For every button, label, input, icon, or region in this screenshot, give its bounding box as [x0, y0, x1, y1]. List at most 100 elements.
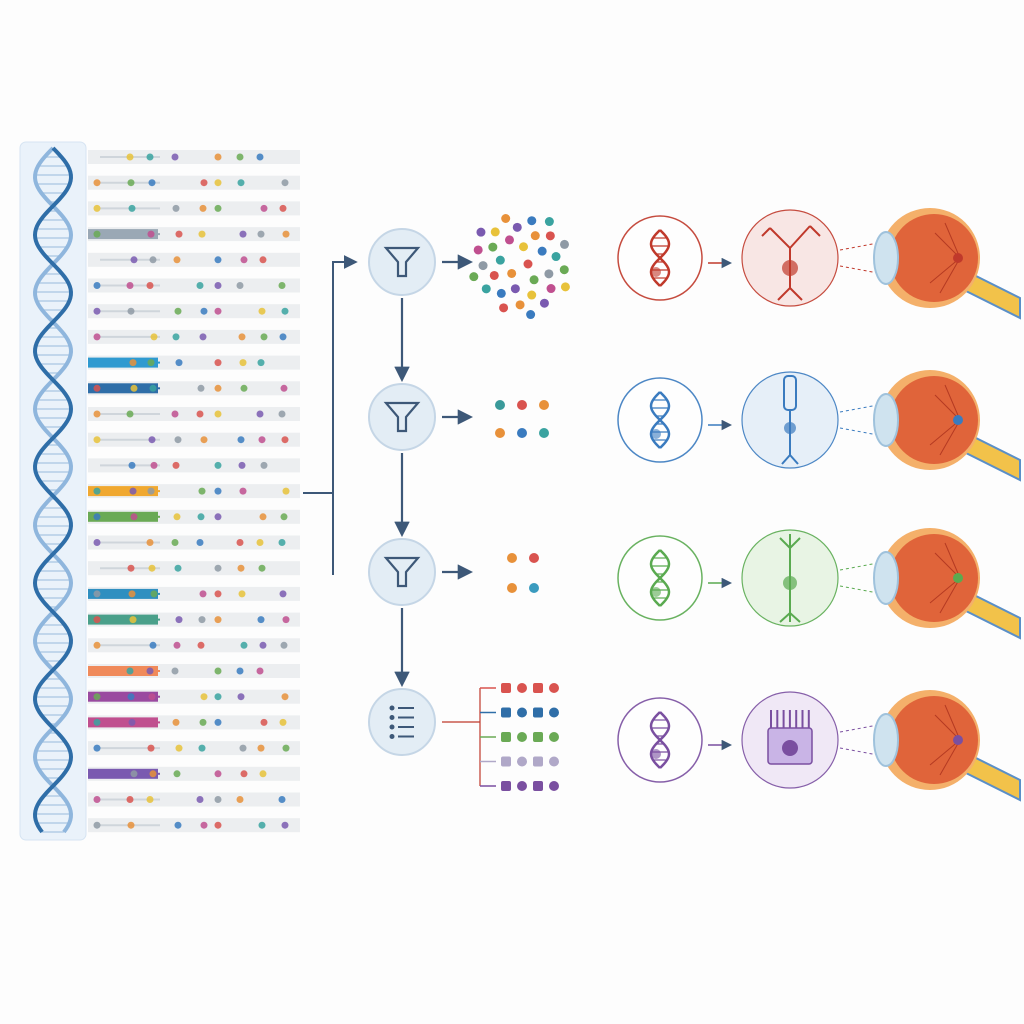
variant-dot	[93, 616, 101, 624]
sequence-row	[88, 329, 300, 344]
cluster-item	[560, 282, 570, 292]
variant-dot	[196, 282, 204, 289]
cluster-item	[529, 275, 539, 285]
variant-dot	[148, 179, 156, 187]
variant-dot	[150, 333, 158, 341]
cluster-item	[490, 227, 500, 237]
sequence-segment	[88, 666, 158, 676]
gene-strand	[649, 229, 671, 287]
variant-dot	[171, 153, 179, 161]
variant-dot	[171, 667, 179, 675]
retinal-vessels	[929, 222, 961, 294]
variant-dot	[214, 513, 222, 521]
variant-dot	[259, 770, 267, 778]
sequence-row	[88, 741, 300, 756]
cluster-item	[527, 216, 537, 226]
group-item	[501, 781, 511, 791]
variant-dot	[260, 204, 268, 212]
variant-dot	[147, 744, 155, 752]
variant-dot	[175, 744, 183, 752]
group-item	[549, 756, 559, 767]
helix-strand	[32, 146, 74, 834]
variant-dot	[214, 667, 222, 675]
variant-dot	[278, 410, 286, 418]
cornea	[873, 713, 899, 767]
variant-dot	[214, 693, 222, 701]
sequence-row	[88, 818, 300, 833]
cluster-item	[496, 288, 506, 298]
cluster-item	[507, 268, 517, 278]
sequence-row	[88, 432, 300, 447]
variant-dot	[198, 487, 206, 495]
variant-dot	[214, 256, 222, 264]
retina	[890, 534, 978, 622]
cluster-item	[530, 231, 540, 241]
sequence-segment	[88, 486, 158, 497]
group-item	[533, 756, 543, 767]
list-bullet	[389, 724, 395, 730]
variant-dot	[281, 436, 289, 444]
sequence-row	[88, 561, 300, 576]
target-spot	[953, 415, 963, 425]
cluster-item	[499, 303, 509, 313]
variant-dot	[256, 667, 264, 675]
sequence-row	[88, 407, 300, 421]
group-item	[517, 732, 527, 742]
variant-dot	[238, 333, 246, 341]
variant-dot	[126, 282, 134, 289]
variant-dot	[93, 821, 101, 829]
variant-dot	[93, 230, 101, 238]
funnel-icon	[383, 246, 421, 278]
variant-dot	[126, 153, 134, 161]
retinal-vessels	[929, 704, 961, 776]
variant-dot	[146, 282, 154, 289]
variant-dot	[214, 359, 222, 367]
retina	[890, 376, 978, 464]
group-item	[549, 707, 559, 718]
variant-dot	[200, 693, 208, 701]
variant-dot	[172, 204, 180, 212]
variant-dot	[93, 487, 101, 495]
group-item	[533, 707, 543, 718]
variant-dot	[172, 333, 180, 341]
cluster-item	[473, 245, 483, 255]
sequence-row	[88, 252, 300, 267]
variant-dot	[278, 796, 286, 803]
group-item	[501, 732, 511, 742]
variant-dot	[172, 718, 180, 726]
variant-dot	[256, 153, 264, 161]
cluster-item	[510, 284, 520, 294]
filtered-item	[507, 553, 517, 563]
funnel-icon	[383, 401, 421, 433]
cell-soma	[784, 422, 796, 434]
filtered-item	[517, 400, 527, 410]
cluster-item	[546, 284, 556, 294]
group-item	[549, 732, 559, 742]
variant-dot	[148, 564, 156, 572]
variant-dot	[258, 307, 266, 315]
variant-dot	[130, 513, 138, 521]
list-bullet	[389, 705, 395, 711]
variant-dot	[93, 179, 101, 187]
variant-dot	[214, 718, 222, 726]
group-item	[549, 781, 559, 791]
cluster-item	[476, 227, 486, 237]
variant-dot	[256, 410, 264, 418]
variant-dot	[150, 590, 158, 598]
stage-node	[368, 383, 436, 451]
gene-strand	[649, 549, 671, 607]
variant-dot	[214, 461, 222, 469]
variant-dot	[214, 590, 222, 598]
retinal-vessels	[929, 542, 961, 614]
group-item	[517, 756, 527, 767]
variant-dot	[93, 282, 101, 289]
variant-dot	[214, 564, 222, 572]
variant-dot	[93, 333, 101, 341]
variant-dot	[127, 564, 135, 572]
group-item	[501, 756, 511, 767]
sequence-segment	[88, 717, 158, 728]
variant-dot	[127, 821, 135, 829]
variant-dot	[197, 384, 205, 392]
variant-dot	[174, 436, 182, 444]
helix-strand	[32, 146, 74, 834]
